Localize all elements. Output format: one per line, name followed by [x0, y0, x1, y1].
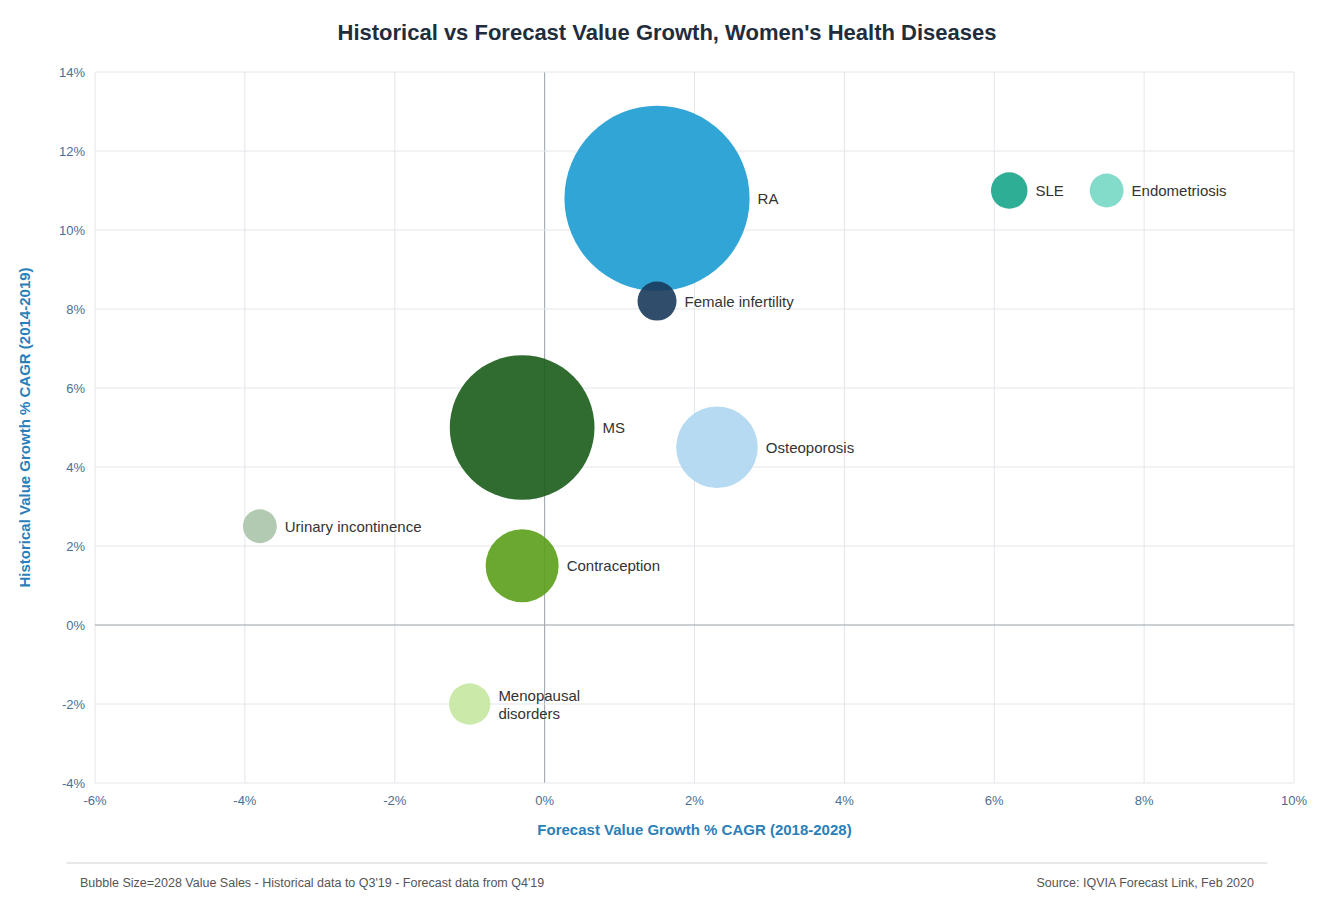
grid	[95, 72, 1294, 783]
zero-line	[95, 625, 1294, 626]
bubble	[450, 355, 595, 500]
y-tick-label: 10%	[59, 223, 85, 238]
bubble-label: Female infertility	[685, 293, 795, 310]
bubbles	[243, 106, 1124, 725]
x-tick-label: -4%	[233, 793, 257, 808]
grid-line	[244, 72, 245, 783]
x-tick-label: 6%	[985, 793, 1004, 808]
bubble	[638, 282, 677, 321]
grid-line	[95, 72, 1294, 73]
bubble	[449, 683, 490, 724]
bubble-label: MS	[603, 419, 626, 436]
x-tick-label: 4%	[835, 793, 854, 808]
divider	[67, 863, 1268, 864]
y-tick-label: 4%	[66, 460, 85, 475]
x-tick-label: 10%	[1281, 793, 1307, 808]
footnote: Bubble Size=2028 Value Sales - Historica…	[80, 876, 544, 890]
y-tick-label: 12%	[59, 144, 85, 159]
grid-line	[394, 72, 395, 783]
bubble	[676, 406, 758, 488]
y-tick-label: -2%	[62, 697, 86, 712]
y-tick-label: 0%	[66, 618, 85, 633]
bubble	[1090, 174, 1124, 208]
x-tick-label: -2%	[383, 793, 407, 808]
y-tick-label: 8%	[66, 302, 85, 317]
grid-line	[95, 72, 96, 783]
title: Historical vs Forecast Value Growth, Wom…	[338, 20, 997, 45]
footnote: Source: IQVIA Forecast Link, Feb 2020	[1036, 876, 1254, 890]
grid-line	[95, 546, 1294, 547]
x-tick-label: 8%	[1135, 793, 1154, 808]
grid-line	[95, 783, 1294, 784]
grid-line	[95, 388, 1294, 389]
y-tick-label: 6%	[66, 381, 85, 396]
x-axis-label: Forecast Value Growth % CAGR (2018-2028)	[537, 821, 851, 838]
bubble-label: Osteoporosis	[766, 439, 854, 456]
y-tick-label: -4%	[62, 776, 86, 791]
x-tick-label: -6%	[83, 793, 107, 808]
bubble-label: Endometriosis	[1132, 182, 1227, 199]
bubble-label: SLE	[1035, 182, 1063, 199]
x-tick-label: 0%	[535, 793, 554, 808]
bubble	[991, 172, 1028, 209]
bubble-label: RA	[758, 190, 779, 207]
bubble	[243, 509, 277, 543]
bubble-labels: RA Female infertility MS Contraception Osteo…	[285, 182, 1227, 722]
bubble	[564, 106, 749, 291]
grid-line	[1294, 72, 1295, 783]
bubble-label: Menopausaldisorders	[498, 687, 580, 722]
grid-line	[1144, 72, 1145, 783]
y-axis-label: Historical Value Growth % CAGR (2014-201…	[16, 267, 33, 587]
chart: Historical vs Forecast Value Growth, Wom…	[0, 0, 1334, 905]
grid-line	[844, 72, 845, 783]
bubble-label: Contraception	[567, 557, 660, 574]
y-tick-label: 14%	[59, 65, 85, 80]
grid-line	[95, 704, 1294, 705]
grid-line	[994, 72, 995, 783]
x-tick-label: 2%	[685, 793, 704, 808]
bubble	[486, 529, 559, 602]
y-tick-label: 2%	[66, 539, 85, 554]
bubble-label: Urinary incontinence	[285, 518, 422, 535]
